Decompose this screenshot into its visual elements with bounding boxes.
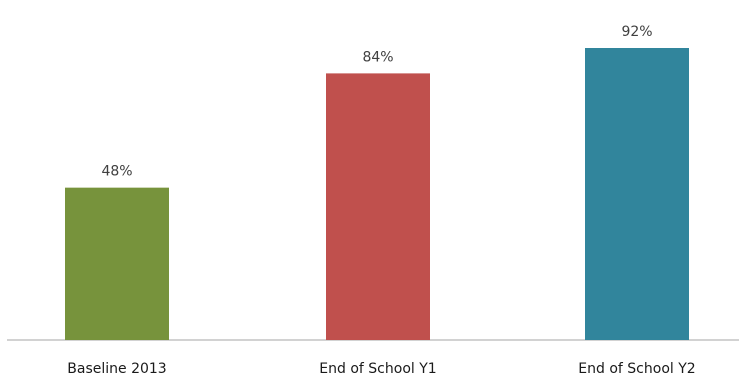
bar-2 xyxy=(585,48,689,340)
data-labels-group: 48% 84% 92% xyxy=(101,24,652,180)
bars-group xyxy=(65,48,689,341)
bar-0 xyxy=(65,187,169,340)
category-label-2: End of School Y2 xyxy=(578,361,695,377)
bar-1 xyxy=(326,73,430,341)
data-label-2: 92% xyxy=(621,24,652,40)
category-label-1: End of School Y1 xyxy=(319,361,436,377)
data-label-1: 84% xyxy=(362,49,393,65)
data-label-0: 48% xyxy=(101,164,132,180)
category-labels-group: Baseline 2013 End of School Y1 End of Scho… xyxy=(67,361,695,377)
category-label-0: Baseline 2013 xyxy=(67,361,166,377)
